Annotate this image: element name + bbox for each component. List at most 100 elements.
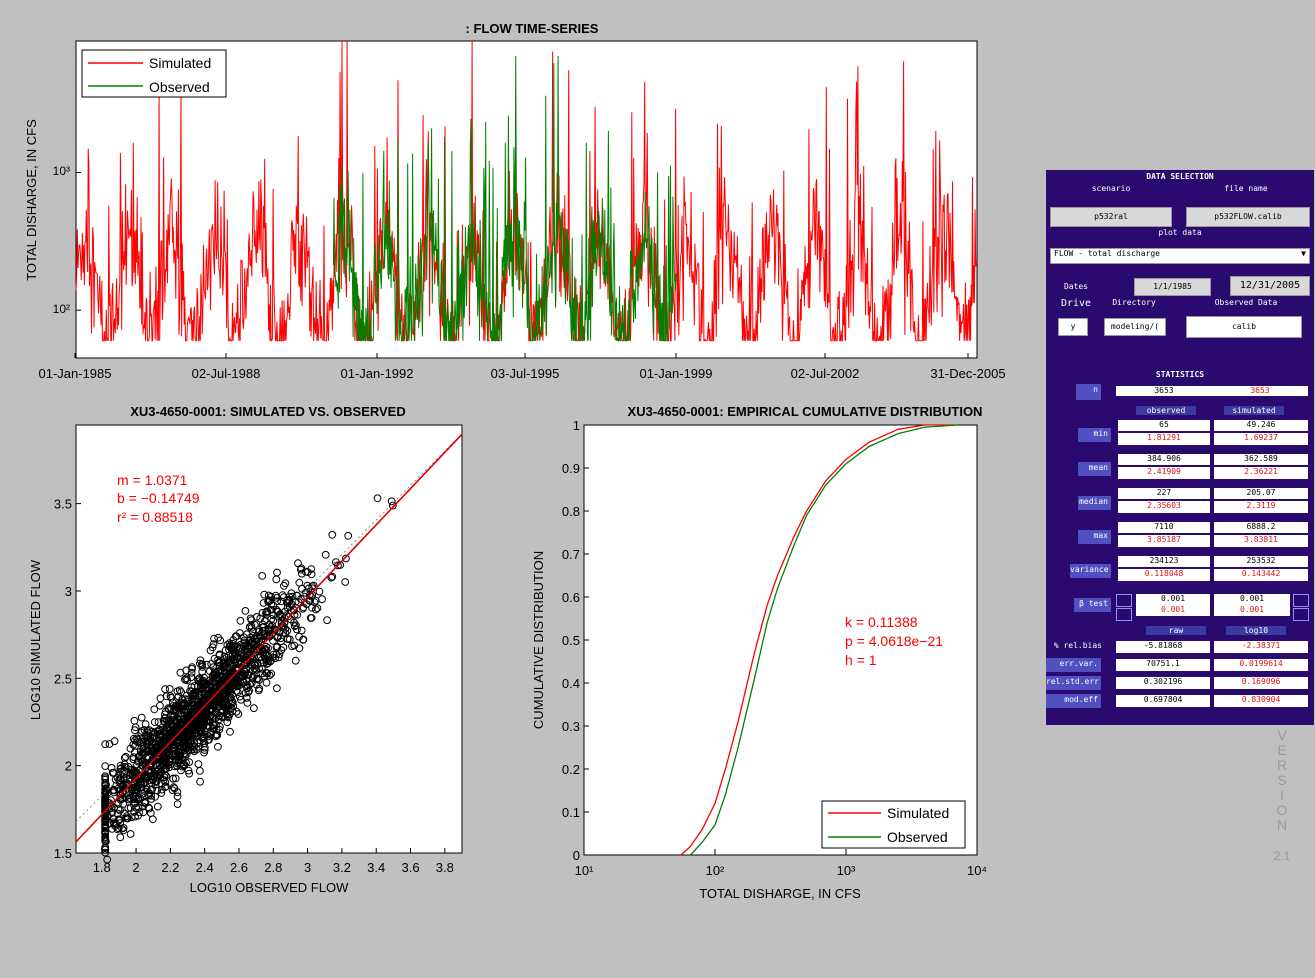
data-selection-panel: DATA SELECTION scenario file name p532ra…: [1046, 170, 1314, 725]
stat-label-n[interactable]: n: [1076, 384, 1101, 400]
beta-simulated-2: 0.001: [1214, 605, 1290, 616]
scatter-point: [225, 639, 234, 648]
timeseries-ytick-1000: 10³: [53, 164, 70, 178]
scatter-point: [292, 621, 300, 630]
scatter-point: [101, 836, 110, 845]
scatter-point: [112, 781, 121, 790]
col-observed: observed: [1136, 406, 1196, 415]
scatter-point: [101, 772, 110, 781]
err-label[interactable]: % rel.bias: [1046, 640, 1105, 654]
beta-simulated-checkbox-1[interactable]: [1293, 594, 1309, 607]
scatter-point: [172, 724, 181, 732]
beta-observed-checkbox-1[interactable]: [1116, 594, 1132, 607]
scatter-xtick-label: 3.2: [333, 860, 351, 875]
scatter-point: [209, 640, 218, 649]
scatter-point: [181, 675, 189, 684]
version-letter: V: [1277, 727, 1287, 743]
scatter-point: [328, 530, 337, 539]
stat-simulated: 205.07: [1214, 488, 1308, 499]
cdf-ytick-label: 0.4: [562, 676, 580, 691]
stat-label-min[interactable]: min: [1078, 428, 1111, 442]
scatter-point: [141, 787, 149, 796]
scatter-xtick-label: 2.8: [264, 860, 282, 875]
cdf-ytick-label: 0.3: [562, 719, 580, 734]
scatter-point: [273, 597, 282, 605]
scatter-point: [255, 684, 264, 693]
scatter-point: [231, 650, 240, 658]
scatter-point: [158, 757, 166, 765]
scatter-point: [237, 668, 246, 677]
scatter-point: [157, 789, 166, 797]
err-log10: 0.0199614: [1214, 659, 1308, 671]
stat-label-max[interactable]: max: [1078, 530, 1111, 544]
plotdata-select[interactable]: FLOW - total discharge ▼: [1050, 248, 1310, 264]
scatter-point: [388, 501, 397, 510]
beta-simulated-checkbox-2[interactable]: [1293, 608, 1309, 621]
stat-observed-log: 1.81291: [1118, 433, 1210, 445]
directory-field[interactable]: modeling/(: [1104, 318, 1166, 336]
scatter-xtick-label: 2: [132, 860, 139, 875]
scatter-point: [263, 607, 272, 615]
scatter-point: [265, 671, 274, 680]
date-end-field[interactable]: 12/31/2005: [1230, 276, 1310, 296]
scatter-point: [297, 626, 306, 635]
scatter-point: [287, 589, 296, 598]
scatter-point: [137, 713, 146, 722]
stat-label-mean[interactable]: mean: [1078, 462, 1111, 476]
err-raw: 0.302196: [1116, 677, 1210, 689]
scatter-point: [127, 766, 136, 775]
scatter-point: [120, 770, 128, 778]
ts-xtick-label: 01-Jan-1985: [39, 366, 112, 381]
stat-label-variance[interactable]: variance: [1070, 564, 1111, 578]
filename-label: file name: [1224, 184, 1268, 193]
scatter-ytick-label: 3.5: [54, 497, 72, 512]
drive-field[interactable]: y: [1058, 318, 1088, 336]
scatter-point: [260, 590, 269, 599]
scatter-xtick-label: 3.8: [436, 860, 454, 875]
scatter-point: [141, 799, 150, 807]
scatter-point: [214, 667, 222, 676]
scatter-stat-b: b = −0.14749: [117, 490, 200, 506]
scatter-point: [387, 497, 396, 506]
scatter-point: [186, 719, 195, 728]
cdf-xtick-label: 10²: [706, 863, 725, 878]
observed-data-field[interactable]: calib: [1186, 316, 1302, 338]
filename-field[interactable]: p532FLOW.calib: [1186, 207, 1310, 227]
scatter-point: [180, 737, 189, 745]
beta-observed-checkbox-2[interactable]: [1116, 608, 1132, 621]
scatter-point: [327, 573, 336, 582]
scatter-point: [150, 718, 159, 726]
stat-label-median[interactable]: median: [1078, 496, 1111, 510]
scatter-point: [172, 716, 181, 725]
err-label[interactable]: err.var.: [1046, 658, 1101, 672]
version-number: 2.1: [1273, 849, 1291, 863]
timeseries-ytick-100: 10²: [53, 302, 70, 316]
scenario-field[interactable]: p532ral: [1050, 207, 1172, 227]
scatter-point: [101, 799, 110, 807]
scatter-point: [156, 701, 164, 710]
scatter-point: [295, 578, 304, 587]
err-log10: -2.38371: [1214, 641, 1308, 653]
scatter-point: [246, 614, 255, 623]
timeseries-ticks: [74, 171, 969, 358]
scatter-point: [214, 675, 223, 684]
stat-simulated-log: 2.3119: [1214, 501, 1308, 513]
scatter-point: [259, 599, 268, 607]
err-label[interactable]: mod.eff: [1046, 694, 1101, 708]
scatter-point: [198, 667, 207, 676]
err-label[interactable]: rel.std.err: [1046, 676, 1101, 690]
date-start-field[interactable]: 1/1/1985: [1134, 278, 1211, 296]
cdf-series-line: [680, 424, 957, 856]
scatter-point: [169, 783, 178, 792]
statistics-title: STATISTICS: [1155, 370, 1205, 379]
scatter-point: [128, 771, 137, 780]
beta-test-label[interactable]: β test: [1074, 598, 1111, 612]
dates-label: Dates: [1063, 282, 1089, 291]
scatter-point: [199, 722, 207, 731]
scatter-point: [262, 678, 271, 687]
scatter-point: [254, 647, 262, 656]
scatter-point: [344, 531, 353, 540]
scatter-point: [145, 737, 154, 746]
